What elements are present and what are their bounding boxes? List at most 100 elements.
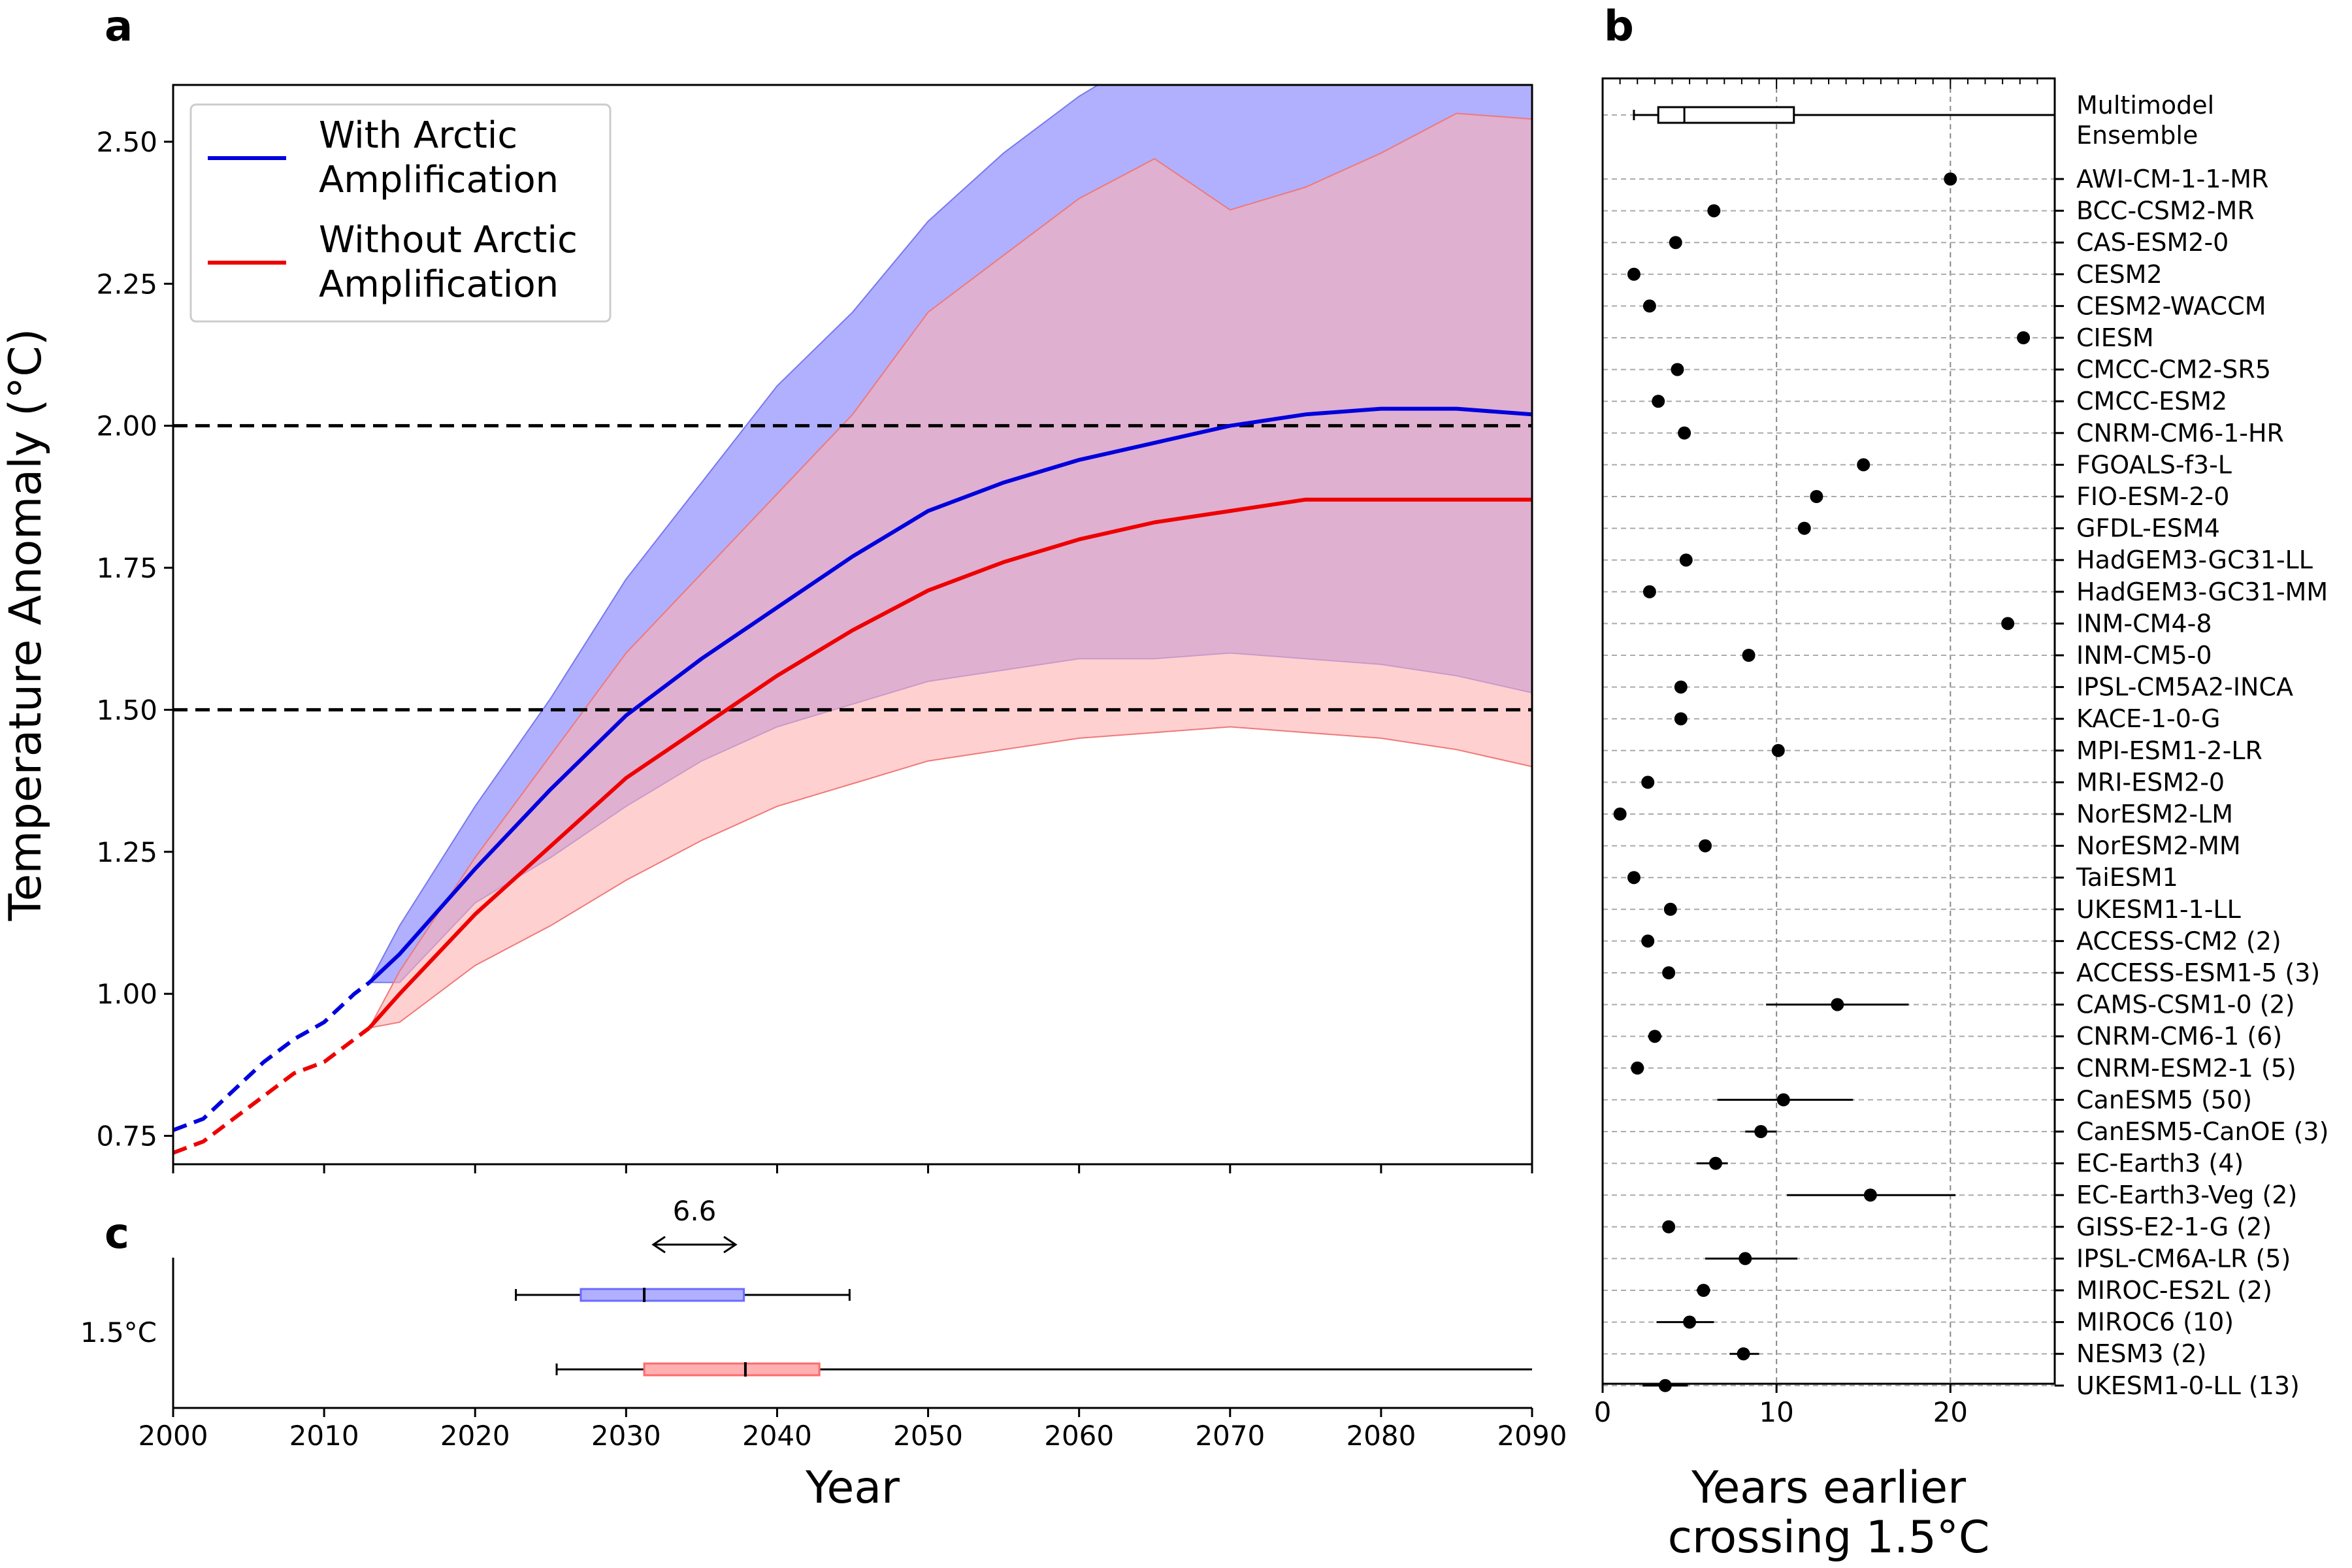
model-label-mri-esm2-0: MRI-ESM2-0 xyxy=(2076,768,2225,796)
panel-c-category-label: 1.5°C xyxy=(80,1316,157,1348)
model-label-cnrm-esm2-1-5: CNRM-ESM2-1 (5) xyxy=(2076,1054,2296,1083)
model-label-cnrm-cm6-1-hr: CNRM-CM6-1-HR xyxy=(2076,419,2284,448)
projection-line-without-arctic-amplification xyxy=(368,497,1532,1030)
point-nesm3-2 xyxy=(1737,1347,1750,1361)
model-label-cesm2-waccm: CESM2-WACCM xyxy=(2076,291,2266,320)
y-tick-label: 1.25 xyxy=(96,836,157,868)
model-label-kace-1-0-g: KACE-1-0-G xyxy=(2076,704,2220,733)
point-cas-esm2-0 xyxy=(1669,236,1682,250)
point-cmcc-esm2 xyxy=(1652,395,1665,408)
y-tick-label: 1.75 xyxy=(96,552,157,584)
model-label-inm-cm5-0: INM-CM5-0 xyxy=(2076,641,2212,670)
ensemble-label-line2: Ensemble xyxy=(2076,121,2198,150)
x-tick-label: 10 xyxy=(1759,1396,1793,1428)
difference-annotation: 6.6 xyxy=(651,1195,738,1254)
difference-arrowhead-right xyxy=(723,1235,738,1254)
point-ipsl-cm5a2-inca xyxy=(1674,680,1688,694)
point-mri-esm2-0 xyxy=(1641,776,1655,789)
model-label-taiesm1: TaiESM1 xyxy=(2076,863,2178,892)
point-ciesm xyxy=(2017,331,2031,344)
point-cesm2 xyxy=(1627,267,1641,281)
y-tick-label: 2.00 xyxy=(96,410,157,442)
x-tick-label: 2060 xyxy=(1044,1420,1114,1452)
box-iqr xyxy=(643,1362,821,1377)
panel-letter-c: c xyxy=(105,1210,129,1258)
legend-label-no-arctic-line1: Without Arctic xyxy=(319,219,578,261)
model-label-miroc6-10: MIROC6 (10) xyxy=(2076,1308,2234,1337)
point-hadgem3-gc31-ll xyxy=(1679,553,1693,567)
panel-letter-b: b xyxy=(1604,3,1634,51)
difference-arrowhead-left xyxy=(651,1235,666,1254)
model-label-noresm2-mm: NorESM2-MM xyxy=(2076,832,2241,860)
point-hadgem3-gc31-mm xyxy=(1642,585,1656,598)
x-tick-label: 2040 xyxy=(742,1420,812,1452)
model-label-ipsl-cm6a-lr-5: IPSL-CM6A-LR (5) xyxy=(2076,1244,2291,1273)
point-kace-1-0-g xyxy=(1674,712,1688,726)
point-ec-earth3-4 xyxy=(1709,1156,1722,1170)
model-label-ukesm1-0-ll-13: UKESM1-0-LL (13) xyxy=(2076,1371,2300,1400)
x-axis-title-year: Year xyxy=(805,1462,900,1514)
model-label-fgoals-f3-l: FGOALS-f3-L xyxy=(2076,450,2232,479)
point-ipsl-cm6a-lr-5 xyxy=(1739,1252,1752,1266)
panel-a-frame xyxy=(172,84,1533,1166)
point-access-esm1-5-3 xyxy=(1662,966,1676,979)
legend-label-arctic-line1: With Arctic xyxy=(319,114,517,157)
y-tick-label: 2.25 xyxy=(96,268,157,300)
point-cmcc-cm2-sr5 xyxy=(1671,363,1684,376)
point-fio-esm-2-0 xyxy=(1810,490,1823,503)
model-label-ciesm: CIESM xyxy=(2076,323,2154,352)
x-tick-label: 2090 xyxy=(1497,1420,1567,1452)
point-access-cm2-2 xyxy=(1641,934,1655,948)
model-label-access-esm1-5-3: ACCESS-ESM1-5 (3) xyxy=(2076,958,2320,987)
panel-c-box-chart: 2000 2010 2020 2030 2040 2050 2060 2070 2080 2090… xyxy=(80,1195,1567,1514)
legend-label-arctic-line2: Amplification xyxy=(319,159,559,201)
model-label-cnrm-cm6-1-6: CNRM-CM6-1 (6) xyxy=(2076,1022,2282,1051)
ensemble-box xyxy=(1657,106,1795,124)
y-tick-label: 1.50 xyxy=(96,694,157,726)
model-label-ec-earth3-4: EC-Earth3 (4) xyxy=(2076,1149,2244,1178)
x-tick-label: 2010 xyxy=(289,1420,359,1452)
point-cnrm-esm2-1-5 xyxy=(1631,1061,1644,1075)
model-label-cmcc-esm2: CMCC-ESM2 xyxy=(2076,387,2227,416)
model-label-fio-esm-2-0: FIO-ESM-2-0 xyxy=(2076,482,2229,511)
point-inm-cm5-0 xyxy=(1742,649,1756,662)
model-label-access-cm2-2: ACCESS-CM2 (2) xyxy=(2076,926,2281,955)
point-cesm2-waccm xyxy=(1642,299,1656,313)
point-ukesm1-1-ll xyxy=(1663,902,1677,916)
historical-line-without-arctic-amplification xyxy=(173,1026,371,1155)
point-noresm2-lm xyxy=(1613,808,1627,821)
x-tick-label: 2070 xyxy=(1195,1420,1265,1452)
box-iqr xyxy=(580,1288,745,1302)
model-label-canesm5-canoe-3: CanESM5-CanOE (3) xyxy=(2076,1117,2328,1146)
legend-label-no-arctic-line2: Amplification xyxy=(319,263,559,306)
point-awi-cm-1-1-mr xyxy=(1944,172,1957,186)
panel-b-dot-chart: 0 10 20 AWI-CM-1-1-MR BCC-CSM2-MR CAS-ESM2-0… xyxy=(1594,77,2328,1563)
model-label-mpi-esm1-2-lr: MPI-ESM1-2-LR xyxy=(2076,736,2262,765)
model-label-ec-earth3-veg-2: EC-Earth3-Veg (2) xyxy=(2076,1181,2297,1209)
point-fgoals-f3-l xyxy=(1857,458,1870,472)
model-label-awi-cm-1-1-mr: AWI-CM-1-1-MR xyxy=(2076,165,2268,193)
model-label-nesm3-2: NESM3 (2) xyxy=(2076,1339,2206,1368)
point-taiesm1 xyxy=(1627,871,1641,885)
point-giss-e2-1-g-2 xyxy=(1662,1220,1676,1233)
panel-letter-a: a xyxy=(105,3,133,51)
projection-line-with-arctic-amplification xyxy=(368,406,1532,984)
x-axis-title-b-line1: Years earlier xyxy=(1691,1462,1966,1514)
x-tick-label: 0 xyxy=(1594,1396,1612,1428)
model-label-hadgem3-gc31-ll: HadGEM3-GC31-LL xyxy=(2076,546,2313,574)
model-label-cams-csm1-0-2: CAMS-CSM1-0 (2) xyxy=(2076,990,2295,1019)
difference-label: 6.6 xyxy=(673,1195,717,1227)
y-tick-label: 1.00 xyxy=(96,978,157,1010)
y-tick-label: 2.50 xyxy=(96,126,157,158)
point-inm-cm4-8 xyxy=(2001,617,2015,630)
model-label-giss-e2-1-g-2: GISS-E2-1-G (2) xyxy=(2076,1213,2272,1241)
point-miroc6-10 xyxy=(1683,1315,1697,1329)
model-label-ukesm1-1-ll: UKESM1-1-LL xyxy=(2076,895,2241,924)
model-label-inm-cm4-8: INM-CM4-8 xyxy=(2076,609,2212,638)
point-gfdl-esm4 xyxy=(1797,521,1811,535)
model-label-cesm2: CESM2 xyxy=(2076,260,2163,289)
panel-b-frame xyxy=(1601,77,2056,1385)
point-miroc-es2l-2 xyxy=(1697,1284,1710,1297)
y-axis-title: Temperature Anomaly (°C) xyxy=(0,329,52,922)
